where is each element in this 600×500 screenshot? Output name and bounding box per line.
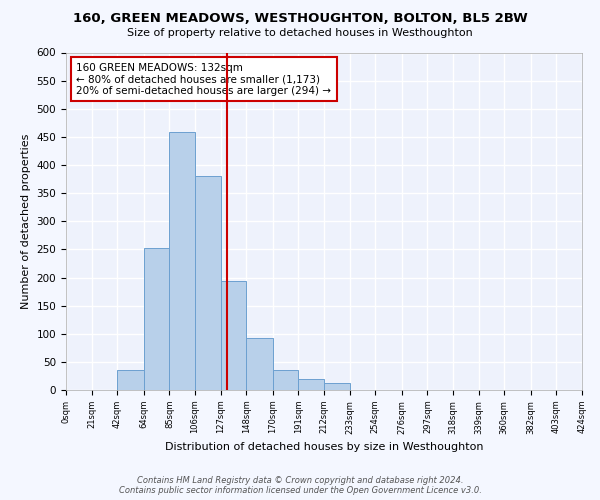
- Bar: [246, 338, 273, 390]
- Bar: [195, 176, 221, 390]
- Text: 160 GREEN MEADOWS: 132sqm
← 80% of detached houses are smaller (1,173)
20% of se: 160 GREEN MEADOWS: 132sqm ← 80% of detac…: [76, 62, 331, 96]
- Text: 160, GREEN MEADOWS, WESTHOUGHTON, BOLTON, BL5 2BW: 160, GREEN MEADOWS, WESTHOUGHTON, BOLTON…: [73, 12, 527, 26]
- Bar: [144, 248, 169, 390]
- Bar: [169, 132, 195, 390]
- Bar: [324, 383, 350, 390]
- Bar: [298, 379, 324, 390]
- Bar: [117, 370, 144, 390]
- Text: Contains HM Land Registry data © Crown copyright and database right 2024.
Contai: Contains HM Land Registry data © Crown c…: [119, 476, 481, 495]
- Bar: [273, 370, 298, 390]
- Text: Size of property relative to detached houses in Westhoughton: Size of property relative to detached ho…: [127, 28, 473, 38]
- Bar: [221, 282, 246, 390]
- Y-axis label: Number of detached properties: Number of detached properties: [21, 134, 31, 309]
- X-axis label: Distribution of detached houses by size in Westhoughton: Distribution of detached houses by size …: [165, 442, 483, 452]
